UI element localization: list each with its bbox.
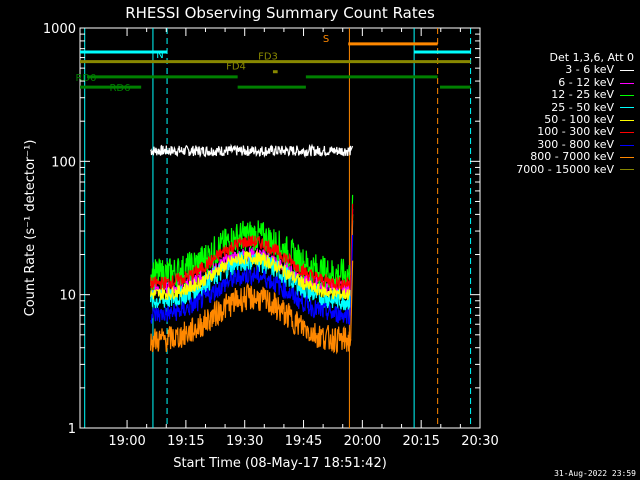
x-tick-label: 20:15 [402,434,439,449]
series-spike [350,145,354,152]
flag-label: RD6 [109,83,130,94]
legend-swatch [620,94,634,96]
x-tick-label: 20:00 [344,434,381,449]
x-tick-label: 19:15 [167,434,204,449]
legend-item: 50 - 100 keV [478,113,634,127]
legend: Det 1,3,6, Att 0 3 - 6 keV 6 - 12 keV 12 -… [478,51,634,176]
flag-label: FD4 [226,62,246,73]
flag-label: N [156,50,163,61]
legend-label: 6 - 12 keV [558,75,614,89]
legend-label: 50 - 100 keV [544,113,614,127]
legend-item: 800 - 7000 keV [478,150,634,164]
x-tick-label: 20:30 [461,434,498,449]
timestamp: 31-Aug-2022 23:59 [554,469,636,478]
series-line [150,249,352,301]
flag-label: FD3 [258,52,278,63]
plot-frame [79,27,481,429]
legend-item: 3 - 6 keV [478,63,634,77]
legend-item: 6 - 12 keV [478,75,634,89]
x-tick-label: 19:45 [285,434,322,449]
legend-item: 25 - 50 keV [478,100,634,114]
series-spike [349,260,354,341]
legend-swatch [620,144,634,146]
legend-title: Det 1,3,6, Att 0 [549,51,634,64]
y-axis-label: Count Rate (s⁻¹ detector⁻¹) [23,140,38,317]
x-axis-label: Start Time (08-May-17 18:51:42) [173,456,387,471]
chart-title: RHESSI Observing Summary Count Rates [125,4,435,22]
legend-label: 100 - 300 keV [537,125,614,139]
legend-label: 800 - 7000 keV [530,150,614,164]
legend-item: 300 - 800 keV [478,137,634,151]
legend-swatch [620,169,634,171]
data-series [150,143,354,355]
legend-label: 300 - 800 keV [537,137,614,151]
x-tick-label: 19:00 [108,434,145,449]
x-tick-label: 19:30 [226,434,263,449]
legend-item: 12 - 25 keV [478,88,634,102]
series-line [150,235,352,291]
flag-label: S [323,34,329,45]
flag-label: RD0 [75,73,96,84]
legend-label: 3 - 6 keV [565,63,614,77]
legend-label: 7000 - 15000 keV [516,162,614,176]
y-tick-label: 10 [59,289,76,304]
y-tick-label: 1 [68,422,76,437]
legend-swatch [620,119,634,121]
y-tick-label: 1000 [43,22,76,37]
series-line [150,143,352,159]
legend-swatch [620,156,634,158]
legend-item: 7000 - 15000 keV [478,162,634,176]
y-tick-label: 100 [51,155,76,170]
legend-label: 25 - 50 keV [551,100,614,114]
axes: 19:00 19:15 19:30 19:45 20:00 20:15 20:30 1 10 10… [43,22,499,449]
series-line [150,220,352,291]
legend-swatch [620,82,634,84]
flag-bars: N S FD3 FD4 RD0 RD6 [75,34,471,94]
legend-swatch [620,107,634,109]
series-line [150,264,352,326]
legend-swatch [620,132,634,134]
legend-item: 100 - 300 keV [478,126,634,138]
vertical-markers [84,28,472,428]
series-line [150,282,352,355]
series-spike [349,235,354,316]
legend-swatch [620,70,634,72]
series-spike [349,203,354,285]
legend-label: 12 - 25 keV [551,88,614,102]
